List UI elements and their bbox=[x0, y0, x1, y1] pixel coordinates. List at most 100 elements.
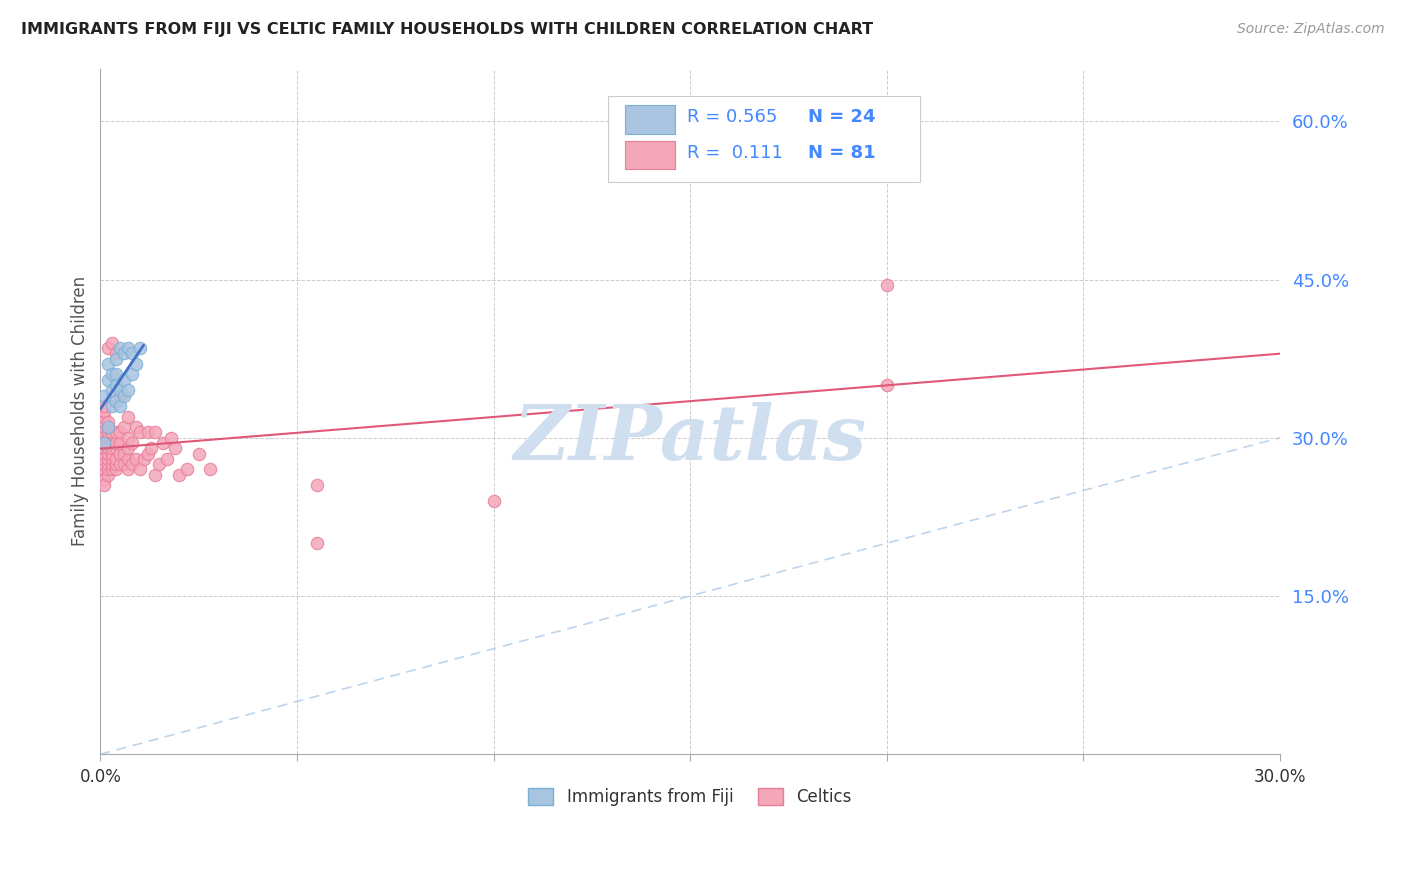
Point bbox=[108, 399, 131, 413]
Point bbox=[97, 446, 120, 460]
Point bbox=[167, 467, 190, 482]
Point bbox=[136, 425, 159, 440]
FancyBboxPatch shape bbox=[626, 141, 675, 169]
Text: Source: ZipAtlas.com: Source: ZipAtlas.com bbox=[1237, 22, 1385, 37]
Text: IMMIGRANTS FROM FIJI VS CELTIC FAMILY HOUSEHOLDS WITH CHILDREN CORRELATION CHART: IMMIGRANTS FROM FIJI VS CELTIC FAMILY HO… bbox=[21, 22, 873, 37]
Point bbox=[105, 378, 128, 392]
Point bbox=[101, 462, 124, 476]
Point bbox=[117, 442, 139, 456]
Point bbox=[105, 368, 128, 382]
Point bbox=[105, 425, 128, 440]
Point bbox=[876, 277, 898, 292]
Point bbox=[93, 431, 115, 445]
Point bbox=[105, 436, 128, 450]
Point bbox=[101, 399, 124, 413]
Point bbox=[101, 368, 124, 382]
Point bbox=[105, 393, 128, 408]
Point bbox=[165, 442, 187, 456]
Point bbox=[97, 341, 120, 355]
Point bbox=[93, 478, 115, 492]
Point bbox=[145, 425, 167, 440]
Point bbox=[176, 462, 198, 476]
Point bbox=[93, 436, 115, 450]
Point bbox=[101, 451, 124, 466]
Point bbox=[145, 467, 167, 482]
Point bbox=[108, 384, 131, 398]
Point bbox=[101, 446, 124, 460]
Point bbox=[112, 346, 135, 360]
Point bbox=[93, 451, 115, 466]
Point bbox=[97, 451, 120, 466]
Point bbox=[93, 409, 115, 424]
Point bbox=[128, 462, 150, 476]
FancyBboxPatch shape bbox=[607, 96, 920, 182]
Text: N = 81: N = 81 bbox=[808, 144, 876, 161]
Point bbox=[117, 431, 139, 445]
Point bbox=[117, 341, 139, 355]
Point bbox=[105, 462, 128, 476]
Point bbox=[121, 368, 143, 382]
Point bbox=[160, 431, 183, 445]
Point bbox=[93, 425, 115, 440]
Point bbox=[112, 420, 135, 434]
Point bbox=[117, 409, 139, 424]
Point bbox=[112, 373, 135, 387]
Point bbox=[93, 399, 115, 413]
Point bbox=[148, 457, 170, 471]
Y-axis label: Family Households with Children: Family Households with Children bbox=[72, 277, 89, 547]
FancyBboxPatch shape bbox=[626, 105, 675, 134]
Point bbox=[93, 415, 115, 429]
Point bbox=[305, 478, 328, 492]
Point bbox=[101, 384, 124, 398]
Point bbox=[132, 451, 155, 466]
Point bbox=[101, 335, 124, 350]
Point bbox=[128, 425, 150, 440]
Point bbox=[117, 384, 139, 398]
Point bbox=[101, 442, 124, 456]
Text: R = 0.565: R = 0.565 bbox=[686, 108, 778, 126]
Point bbox=[97, 425, 120, 440]
Point bbox=[108, 446, 131, 460]
Point bbox=[93, 457, 115, 471]
Point bbox=[876, 378, 898, 392]
Text: R =  0.111: R = 0.111 bbox=[686, 144, 783, 161]
Point bbox=[136, 446, 159, 460]
Legend: Immigrants from Fiji, Celtics: Immigrants from Fiji, Celtics bbox=[520, 780, 860, 814]
Point bbox=[97, 436, 120, 450]
Point bbox=[112, 388, 135, 402]
Point bbox=[93, 404, 115, 418]
Point bbox=[108, 388, 131, 402]
Point bbox=[101, 425, 124, 440]
Point bbox=[125, 357, 148, 371]
Point bbox=[97, 462, 120, 476]
Point bbox=[121, 346, 143, 360]
Point bbox=[97, 373, 120, 387]
Point bbox=[97, 442, 120, 456]
Point bbox=[93, 388, 115, 402]
Point bbox=[482, 494, 505, 508]
Point bbox=[187, 446, 209, 460]
Point bbox=[105, 351, 128, 366]
Point bbox=[117, 462, 139, 476]
Point bbox=[105, 346, 128, 360]
Point bbox=[101, 457, 124, 471]
Text: ZIPatlas: ZIPatlas bbox=[513, 401, 866, 475]
Point bbox=[141, 442, 163, 456]
Point bbox=[108, 457, 131, 471]
Point bbox=[97, 420, 120, 434]
Point bbox=[156, 451, 179, 466]
Point bbox=[125, 420, 148, 434]
Point bbox=[117, 451, 139, 466]
Point bbox=[128, 341, 150, 355]
Point bbox=[108, 341, 131, 355]
Point bbox=[152, 436, 174, 450]
Point bbox=[101, 436, 124, 450]
Point bbox=[97, 357, 120, 371]
Point bbox=[93, 473, 115, 487]
Point bbox=[105, 442, 128, 456]
Point bbox=[97, 467, 120, 482]
Point bbox=[121, 457, 143, 471]
Point bbox=[93, 442, 115, 456]
Point bbox=[97, 420, 120, 434]
Point bbox=[97, 415, 120, 429]
